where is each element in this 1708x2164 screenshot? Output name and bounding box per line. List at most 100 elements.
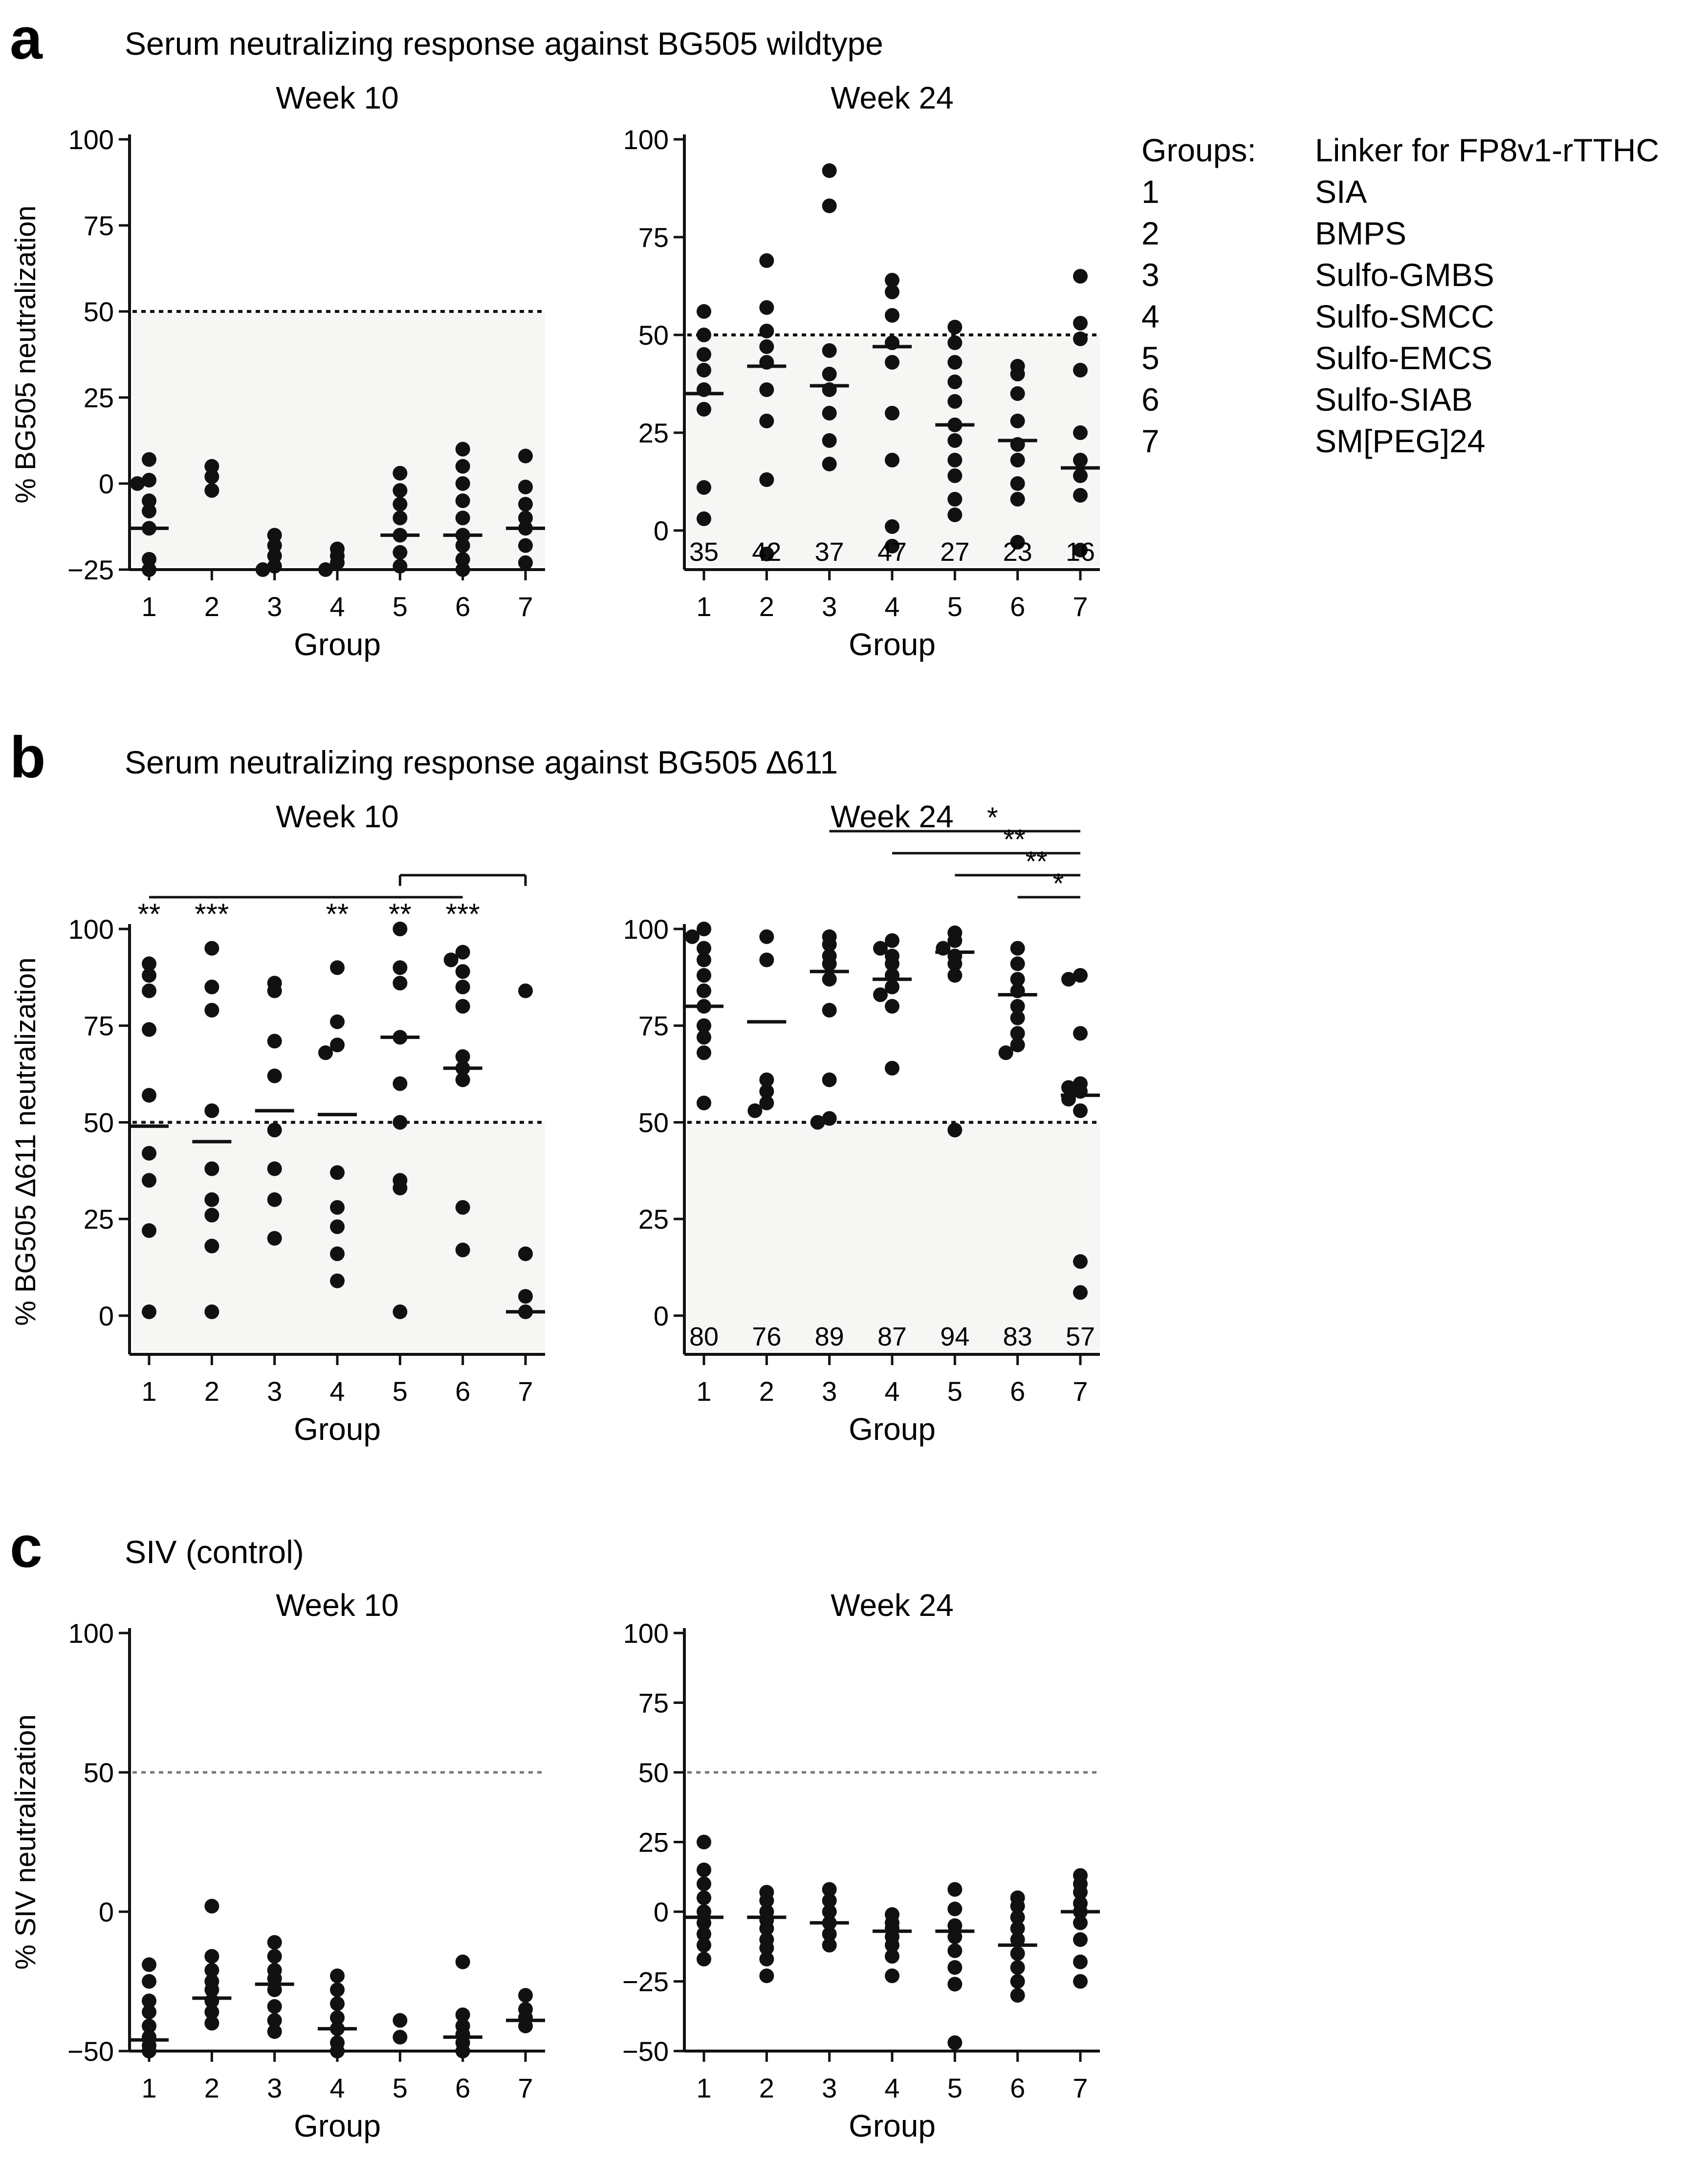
data-point (1073, 1103, 1088, 1118)
data-point (518, 480, 533, 495)
data-point (330, 960, 345, 975)
data-point (330, 1968, 345, 1984)
median-label: 57 (1066, 1322, 1095, 1351)
data-point (142, 1146, 156, 1161)
data-point (1073, 1285, 1088, 1300)
chart-title: Week 24 (831, 1588, 953, 1623)
data-point (455, 459, 470, 474)
x-tick-label: 5 (947, 1376, 963, 1407)
data-point (204, 941, 219, 956)
data-point (1061, 972, 1076, 987)
data-point (204, 1949, 219, 1964)
data-point (947, 508, 963, 522)
data-point (759, 1893, 774, 1908)
data-point (204, 1003, 219, 1018)
data-point (822, 163, 837, 178)
data-point (204, 2005, 219, 2020)
x-tick-label: 5 (393, 591, 408, 622)
data-point (697, 952, 711, 968)
legend-linker-5: Sulfo-EMCS (1315, 340, 1492, 376)
data-point (393, 1180, 408, 1195)
data-point (759, 1968, 774, 1984)
data-point (822, 367, 837, 381)
data-point (518, 448, 533, 464)
data-point (330, 1219, 345, 1234)
data-point (759, 472, 774, 487)
data-point (697, 1951, 711, 1966)
y-tick-label: 100 (623, 124, 669, 155)
data-point (455, 476, 470, 491)
legend-linker-2: BMPS (1315, 215, 1406, 251)
data-point (822, 406, 837, 420)
data-point (1010, 1946, 1025, 1961)
chart-c-week10: Week 10 −50 0 50 100 1 2 3 4 5 6 7 Group % SIV neutra… (10, 1588, 545, 2143)
data-point (267, 1949, 282, 1964)
data-point (947, 335, 963, 350)
data-point (142, 452, 156, 467)
x-tick-label: 6 (1010, 2073, 1025, 2103)
data-point (518, 983, 533, 998)
data-point (142, 1088, 156, 1103)
x-tick-label: 7 (1073, 2073, 1088, 2103)
data-point (1073, 1954, 1088, 1969)
data-point (1010, 1921, 1025, 1936)
x-tick-label: 3 (822, 1376, 837, 1407)
data-point (1010, 1038, 1025, 1053)
data-point (204, 2016, 219, 2031)
below-threshold-region (132, 311, 545, 567)
x-tick-label: 5 (393, 1376, 408, 1407)
data-point (267, 1935, 282, 1950)
x-tick-label: 1 (696, 1376, 711, 1407)
data-point (947, 1977, 963, 1992)
data-point (393, 497, 408, 512)
y-tick-label: 0 (99, 1897, 114, 1927)
x-axis-label: Group (849, 1412, 936, 1447)
data-point (455, 945, 470, 960)
x-axis-label: Group (849, 2108, 936, 2143)
x-axis-label: Group (294, 1412, 381, 1447)
data-point (947, 355, 963, 370)
median-label: 89 (815, 1322, 844, 1351)
data-point (697, 1834, 711, 1850)
data-point (947, 1901, 963, 1917)
data-point (998, 1045, 1013, 1060)
y-tick-label: 50 (638, 320, 669, 351)
data-point (142, 472, 156, 487)
data-point (885, 273, 899, 287)
data-point (1073, 1254, 1088, 1269)
y-tick-label: 25 (638, 1204, 669, 1235)
chart-a-week10: Week 10 −25 0 25 50 75 100 1 2 3 4 5 6 7 Group % BG505 … (10, 80, 545, 662)
data-point (1073, 1026, 1088, 1041)
y-tick-label: 75 (84, 210, 114, 241)
data-point (204, 1208, 219, 1223)
x-tick-label: 4 (884, 1376, 899, 1407)
data-point (142, 1993, 156, 2009)
data-point (1073, 453, 1088, 467)
x-tick-label: 7 (518, 591, 533, 622)
data-point (885, 355, 899, 370)
median-label: 94 (940, 1322, 969, 1351)
data-point (204, 1899, 219, 1914)
data-point (455, 442, 470, 457)
data-point (885, 979, 899, 994)
data-point (330, 1982, 345, 1997)
data-point (697, 480, 711, 495)
data-point (1073, 363, 1088, 377)
y-tick-label: 50 (638, 1757, 669, 1788)
data-point (759, 382, 774, 397)
data-point (747, 1103, 763, 1118)
median-label: 27 (940, 537, 969, 567)
data-point (142, 2018, 156, 2033)
data-point (697, 1926, 711, 1942)
median-label: 42 (752, 537, 781, 567)
chart-b-week10: Week 10 0 25 50 75 100 1 2 3 4 5 6 7 Group % BG505 ∆61… (10, 799, 545, 1447)
data-point (885, 956, 899, 972)
data-point (142, 1223, 156, 1238)
x-tick-label: 4 (329, 591, 345, 622)
data-point (1073, 1915, 1088, 1930)
data-point (1010, 972, 1025, 987)
data-point (1010, 367, 1025, 381)
data-point (697, 1030, 711, 1045)
x-tick-label: 1 (696, 2073, 711, 2103)
